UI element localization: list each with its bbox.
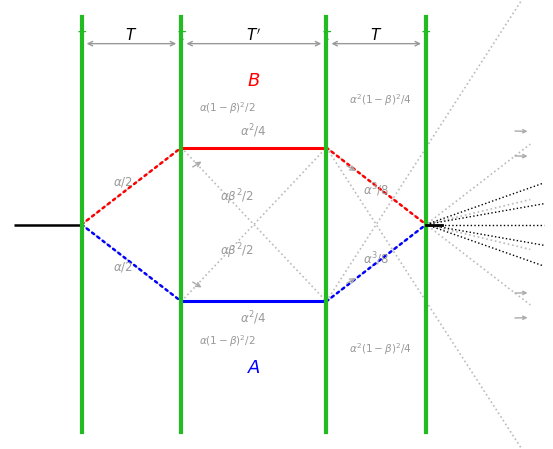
Text: $\tau$: $\tau$ <box>176 28 187 43</box>
Text: $A$: $A$ <box>247 359 261 377</box>
Text: $\tau$: $\tau$ <box>76 28 87 43</box>
Text: $T'$: $T'$ <box>246 27 262 44</box>
Text: $\alpha/2$: $\alpha/2$ <box>113 175 133 189</box>
Text: $\alpha\beta^2/2$: $\alpha\beta^2/2$ <box>220 188 254 207</box>
Text: $\tau$: $\tau$ <box>420 28 432 43</box>
Text: $B$: $B$ <box>247 72 260 90</box>
Text: $\alpha^2(1-\beta)^2/4$: $\alpha^2(1-\beta)^2/4$ <box>349 341 412 357</box>
Text: $\alpha^3/8$: $\alpha^3/8$ <box>363 181 388 199</box>
Text: $\alpha^2/4$: $\alpha^2/4$ <box>241 122 267 140</box>
Text: $\alpha^2/4$: $\alpha^2/4$ <box>241 309 267 327</box>
Text: $\alpha^3/8$: $\alpha^3/8$ <box>363 250 388 268</box>
Text: $\alpha/2$: $\alpha/2$ <box>113 260 133 274</box>
Text: $\alpha(1-\beta)^2/2$: $\alpha(1-\beta)^2/2$ <box>200 100 256 116</box>
Text: $T$: $T$ <box>126 27 138 44</box>
Text: $\alpha^2(1-\beta)^2/4$: $\alpha^2(1-\beta)^2/4$ <box>349 92 412 108</box>
Text: $\alpha(1-\beta)^2/2$: $\alpha(1-\beta)^2/2$ <box>200 333 256 349</box>
Text: $\tau$: $\tau$ <box>321 28 332 43</box>
Text: $\alpha\beta^2/2$: $\alpha\beta^2/2$ <box>220 242 254 261</box>
Text: $T$: $T$ <box>370 27 382 44</box>
